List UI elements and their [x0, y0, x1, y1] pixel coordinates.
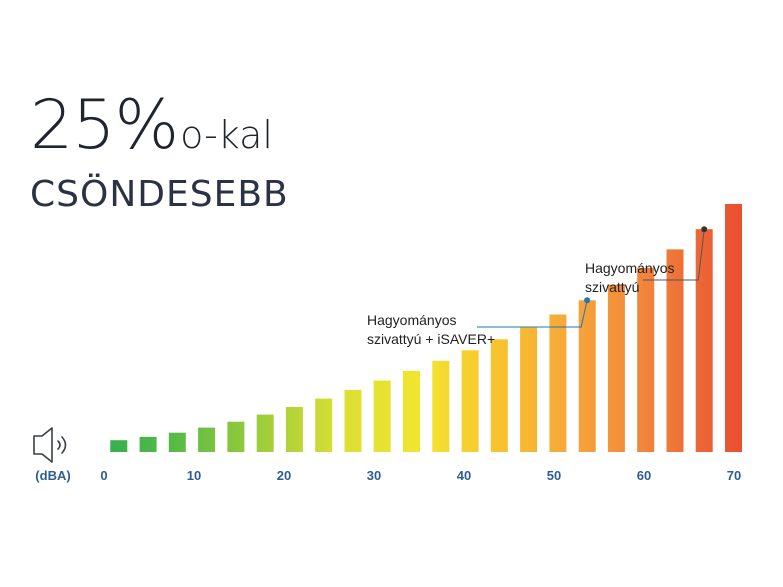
tick-labels-group: 0 10 20 30 40 50 60 70: [100, 468, 741, 483]
bar: [549, 314, 567, 452]
bar: [198, 427, 216, 452]
bar: [725, 204, 742, 452]
annotations-group: Hagyományos szivattyú + iSAVER+ Hagyományo…: [367, 226, 708, 347]
annotation-marker: [584, 297, 591, 304]
bar: [285, 407, 303, 452]
annotation-label: szivattyú: [585, 279, 639, 295]
bar: [168, 432, 186, 452]
bar: [695, 229, 713, 452]
bar: [227, 421, 245, 452]
annotation-label: szivattyú + iSAVER+: [367, 331, 495, 347]
bar: [373, 380, 391, 452]
bar: [403, 370, 420, 452]
headline-subtitle: CSÖNDESEBB: [30, 174, 289, 215]
x-tick-label: 10: [187, 468, 201, 483]
bar: [637, 267, 655, 452]
x-tick-label: 30: [367, 468, 381, 483]
speaker-icon: [33, 427, 67, 463]
bar: [461, 350, 479, 452]
bar: [520, 327, 538, 452]
unit-label: (dBA): [35, 468, 70, 483]
headline-main: 25%o-kal: [30, 92, 289, 160]
bar: [490, 339, 508, 452]
bar: [432, 360, 450, 452]
bar: [578, 300, 596, 452]
bar: [315, 398, 333, 452]
annotation-leader-line: [477, 300, 588, 328]
annotation-marker: [701, 226, 708, 233]
x-tick-label: 40: [457, 468, 471, 483]
bar: [666, 249, 684, 452]
bar: [139, 436, 157, 452]
headline: 25%o-kal CSÖNDESEBB: [30, 92, 289, 216]
bars-group: [110, 204, 742, 452]
x-tick-label: 50: [547, 468, 561, 483]
bar: [607, 284, 625, 452]
annotation-leader-line: [643, 229, 705, 281]
headline-percent: 25%: [30, 86, 179, 165]
x-tick-label: 20: [277, 468, 291, 483]
bar: [344, 389, 362, 452]
x-tick-label: 60: [637, 468, 651, 483]
x-tick-label: 70: [727, 468, 741, 483]
x-tick-label: 0: [100, 468, 107, 483]
bar: [110, 440, 128, 452]
headline-suffix: o-kal: [180, 113, 273, 157]
annotation-label: Hagyományos: [585, 260, 675, 276]
bar: [256, 414, 274, 452]
annotation-label: Hagyományos: [367, 312, 457, 328]
